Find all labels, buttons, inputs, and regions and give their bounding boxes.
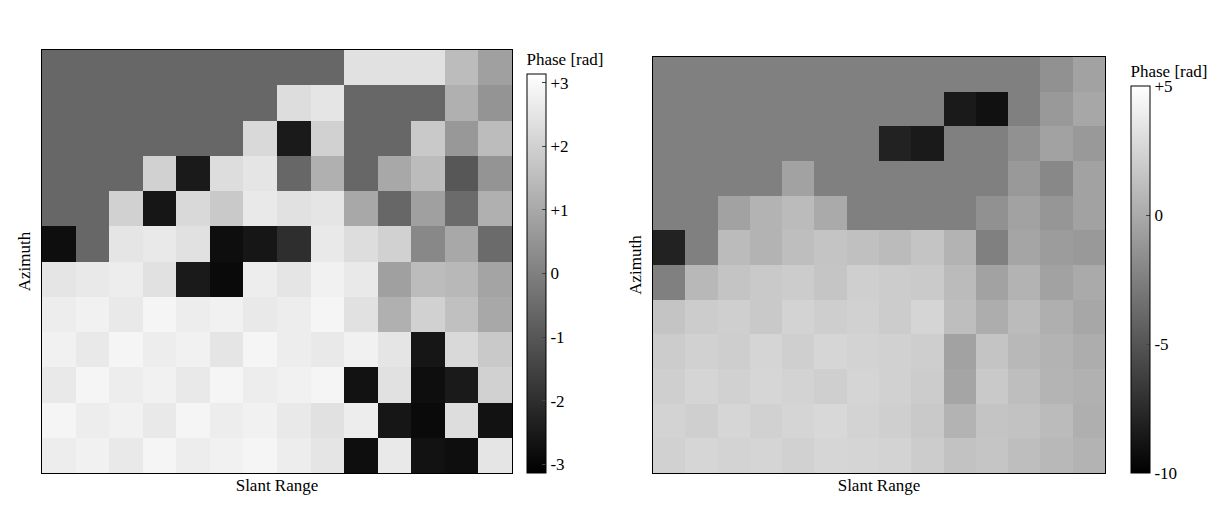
svg-text:-1: -1 xyxy=(550,328,564,347)
svg-text:-2: -2 xyxy=(550,392,564,411)
svg-text:-10: -10 xyxy=(1154,464,1177,483)
svg-text:Slant Range: Slant Range xyxy=(838,476,921,495)
svg-text:-3: -3 xyxy=(550,455,564,474)
svg-text:-5: -5 xyxy=(1154,335,1168,354)
svg-text:Slant Range: Slant Range xyxy=(236,476,319,495)
svg-text:Azimuth: Azimuth xyxy=(626,235,645,295)
svg-text:+2: +2 xyxy=(550,137,568,156)
svg-text:0: 0 xyxy=(550,264,559,283)
svg-text:+3: +3 xyxy=(550,74,568,93)
svg-text:Azimuth: Azimuth xyxy=(15,231,34,291)
svg-text:+1: +1 xyxy=(550,201,568,220)
svg-text:Phase [rad]: Phase [rad] xyxy=(527,50,604,69)
svg-text:0: 0 xyxy=(1154,206,1163,225)
svg-text:+5: +5 xyxy=(1154,77,1172,96)
svg-text:Phase [rad]: Phase [rad] xyxy=(1131,62,1208,81)
